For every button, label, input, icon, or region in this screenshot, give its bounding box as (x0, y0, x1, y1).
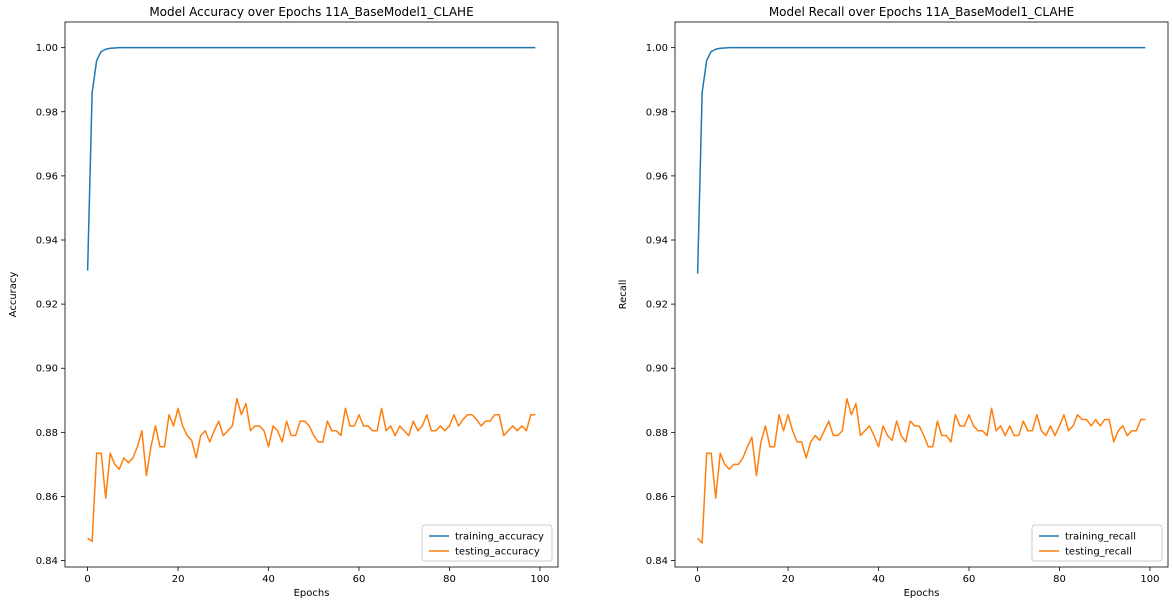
x-tick-label: 40 (262, 574, 275, 585)
x-tick-label: 100 (530, 574, 549, 585)
plot-frame (674, 21, 1169, 568)
series-line-testing_accuracy (87, 397, 536, 543)
chart-title: Model Recall over Epochs 11A_BaseModel1_… (769, 5, 1074, 19)
y-tick-label: 0.98 (646, 107, 668, 118)
x-axis-label: Epochs (904, 588, 940, 599)
x-tick-label: 60 (353, 574, 366, 585)
y-tick-label: 0.88 (36, 428, 58, 439)
legend-box (421, 524, 553, 562)
accuracy-chart: Model Accuracy over Epochs 11A_BaseModel… (8, 5, 559, 599)
x-tick-label: 0 (694, 574, 700, 585)
y-tick-label: 0.94 (36, 236, 58, 247)
y-tick-label: 0.90 (36, 364, 58, 375)
x-tick-label: 60 (963, 574, 976, 585)
y-tick-label: 0.84 (646, 556, 668, 567)
x-tick-label: 40 (872, 574, 885, 585)
x-axis-label: Epochs (294, 588, 330, 599)
y-tick-label: 0.86 (646, 492, 668, 503)
y-tick-label: 0.88 (646, 428, 668, 439)
y-tick-label: 0.96 (36, 171, 58, 182)
x-tick-label: 80 (443, 574, 456, 585)
recall-chart: Model Recall over Epochs 11A_BaseModel1_… (618, 5, 1169, 599)
y-tick-label: 0.98 (36, 107, 58, 118)
x-tick-label: 100 (1140, 574, 1159, 585)
y-tick-label: 0.84 (36, 556, 58, 567)
y-tick-label: 1.00 (36, 43, 58, 54)
x-tick-label: 20 (782, 574, 795, 585)
series-line-training_accuracy (86, 46, 536, 271)
x-tick-label: 80 (1053, 574, 1066, 585)
legend-label: testing_recall (1065, 547, 1132, 558)
legend-label: training_recall (1065, 532, 1136, 543)
legend-box (1031, 524, 1163, 562)
y-tick-label: 0.96 (646, 171, 668, 182)
x-tick-label: 0 (84, 574, 90, 585)
y-tick-label: 0.92 (36, 300, 58, 311)
y-tick-label: 1.00 (646, 43, 668, 54)
y-tick-label: 0.94 (646, 236, 668, 247)
y-tick-label: 0.92 (646, 300, 668, 311)
legend-label: testing_accuracy (455, 547, 540, 558)
legend-label: training_accuracy (455, 532, 544, 543)
y-axis-label: Accuracy (8, 272, 19, 318)
y-tick-label: 0.86 (36, 492, 58, 503)
series-line-testing_recall (697, 397, 1146, 544)
y-axis-label: Recall (618, 280, 629, 310)
y-tick-label: 0.90 (646, 364, 668, 375)
series-line-training_recall (696, 46, 1146, 274)
chart-title: Model Accuracy over Epochs 11A_BaseModel… (149, 5, 473, 19)
x-tick-label: 20 (172, 574, 185, 585)
plot-frame (64, 21, 559, 568)
